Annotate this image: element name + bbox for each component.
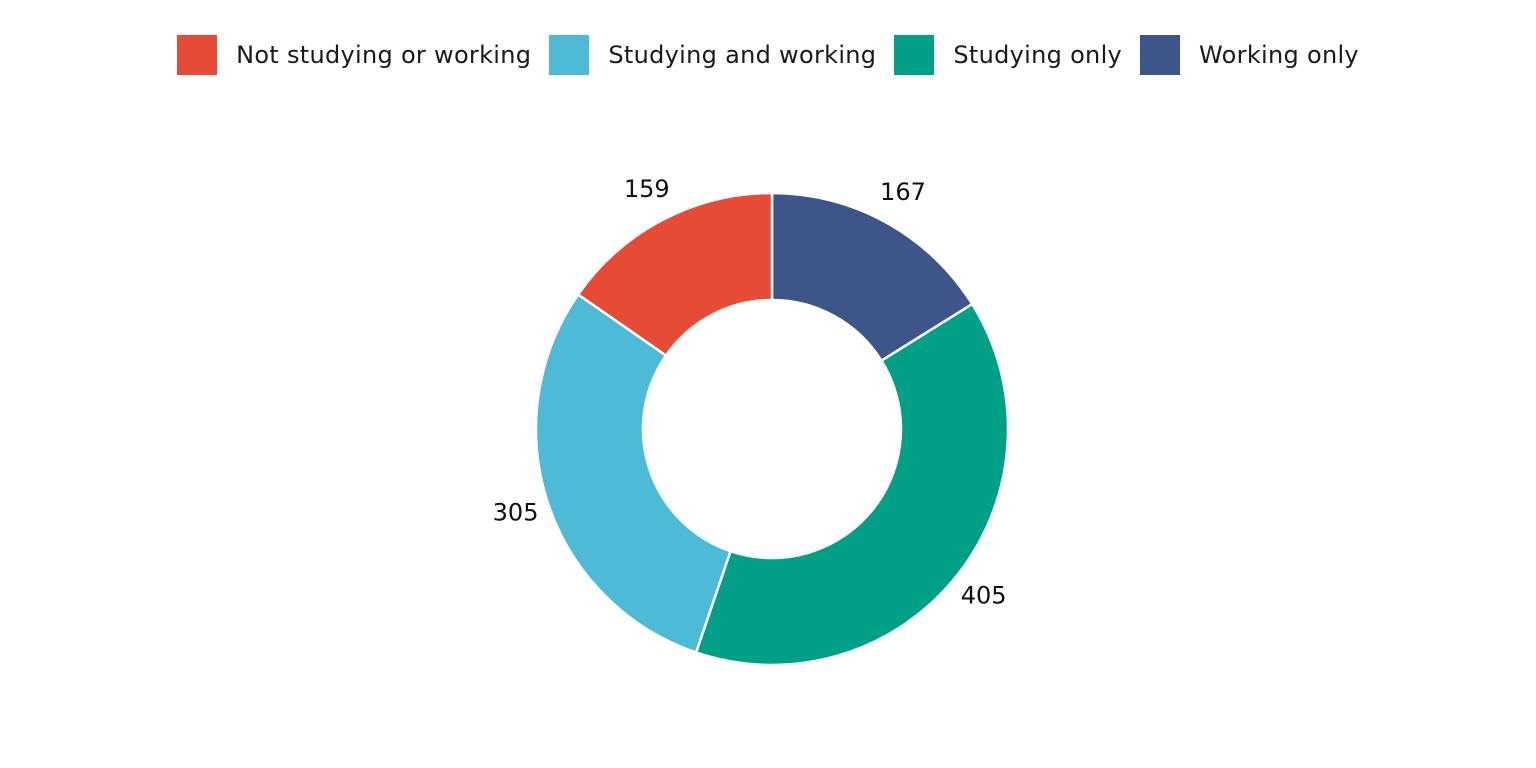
legend-item-studying-and-working: Studying and working <box>549 35 876 75</box>
donut-slice-not-studying-or-working <box>576 191 774 358</box>
legend-item-working-only: Working only <box>1140 35 1359 75</box>
legend-swatch <box>177 35 218 75</box>
legend-label: Studying only <box>953 41 1123 69</box>
legend-swatch <box>549 35 590 75</box>
legend-swatch <box>1140 35 1181 75</box>
chart-legend: Not studying or working Studying and wor… <box>0 34 1536 76</box>
legend-item-studying-only: Studying only <box>894 35 1122 75</box>
slice-value-label: 305 <box>493 499 539 527</box>
legend-item-not-studying-or-working: Not studying or working <box>177 35 531 75</box>
donut-slice-studying-and-working <box>534 292 733 655</box>
slice-value-label: 159 <box>624 175 670 203</box>
donut-slice-working-only <box>770 191 974 363</box>
legend-label: Not studying or working <box>236 41 532 69</box>
legend-swatch <box>894 35 935 75</box>
slice-value-label: 167 <box>880 178 926 206</box>
legend-label: Studying and working <box>608 41 877 69</box>
slice-value-label: 405 <box>961 582 1007 610</box>
donut-slice-studying-only <box>694 302 1010 667</box>
legend-label: Working only <box>1199 41 1359 69</box>
